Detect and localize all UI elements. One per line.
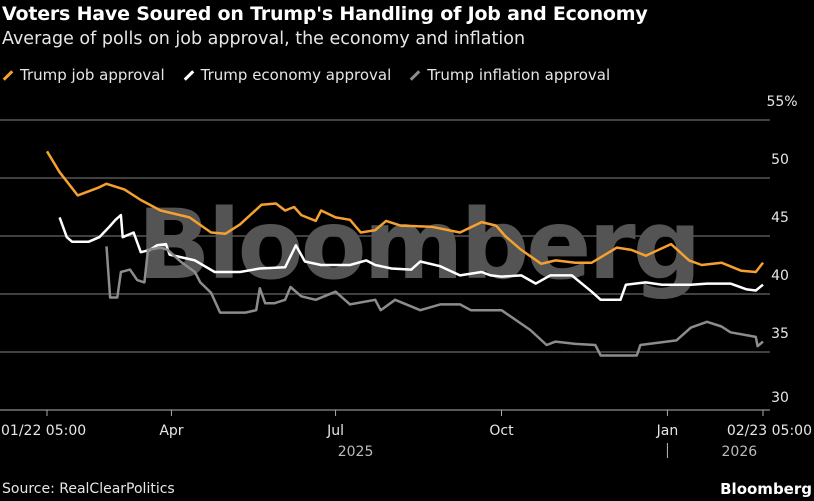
y-tick-label: 35 — [771, 326, 789, 342]
legend-label: Trump economy approval — [200, 66, 392, 84]
chart-title: Voters Have Soured on Trump's Handling o… — [2, 3, 648, 25]
legend-item-economy: Trump economy approval — [183, 66, 392, 84]
source-note: Source: RealClearPolitics — [2, 481, 175, 497]
brand-logo: Bloomberg — [720, 480, 812, 498]
x-tick-label: 01/22 05:00 — [1, 423, 86, 439]
series-line-3 — [105, 246, 764, 357]
y-tick-label: 55% — [766, 94, 797, 110]
x-tick-label: Apr — [159, 423, 183, 439]
series-line-1 — [45, 150, 764, 274]
x-tick-label: Jul — [326, 423, 344, 439]
y-tick-label: 30 — [771, 390, 789, 406]
legend-item-job: Trump job approval — [2, 66, 165, 84]
legend-label: Trump job approval — [20, 66, 165, 84]
y-tick-label: 40 — [771, 268, 789, 284]
series-line-2 — [58, 213, 764, 302]
watermark: Bloomberg — [138, 189, 699, 301]
legend-item-inflation: Trump inflation approval — [409, 66, 610, 84]
y-tick-label: 45 — [771, 210, 789, 226]
legend: Trump job approval Trump economy approva… — [2, 66, 610, 84]
x-tick-label: 02/23 05:00 — [727, 423, 812, 439]
x-tick-label: Oct — [489, 423, 514, 439]
x-tick-label: Jan — [656, 423, 679, 439]
y-tick-label: 50 — [771, 152, 789, 168]
legend-label: Trump inflation approval — [427, 66, 611, 84]
chart-subtitle: Average of polls on job approval, the ec… — [2, 29, 526, 49]
year-label: 2025 — [338, 444, 374, 460]
year-label: 2026 — [722, 444, 758, 460]
